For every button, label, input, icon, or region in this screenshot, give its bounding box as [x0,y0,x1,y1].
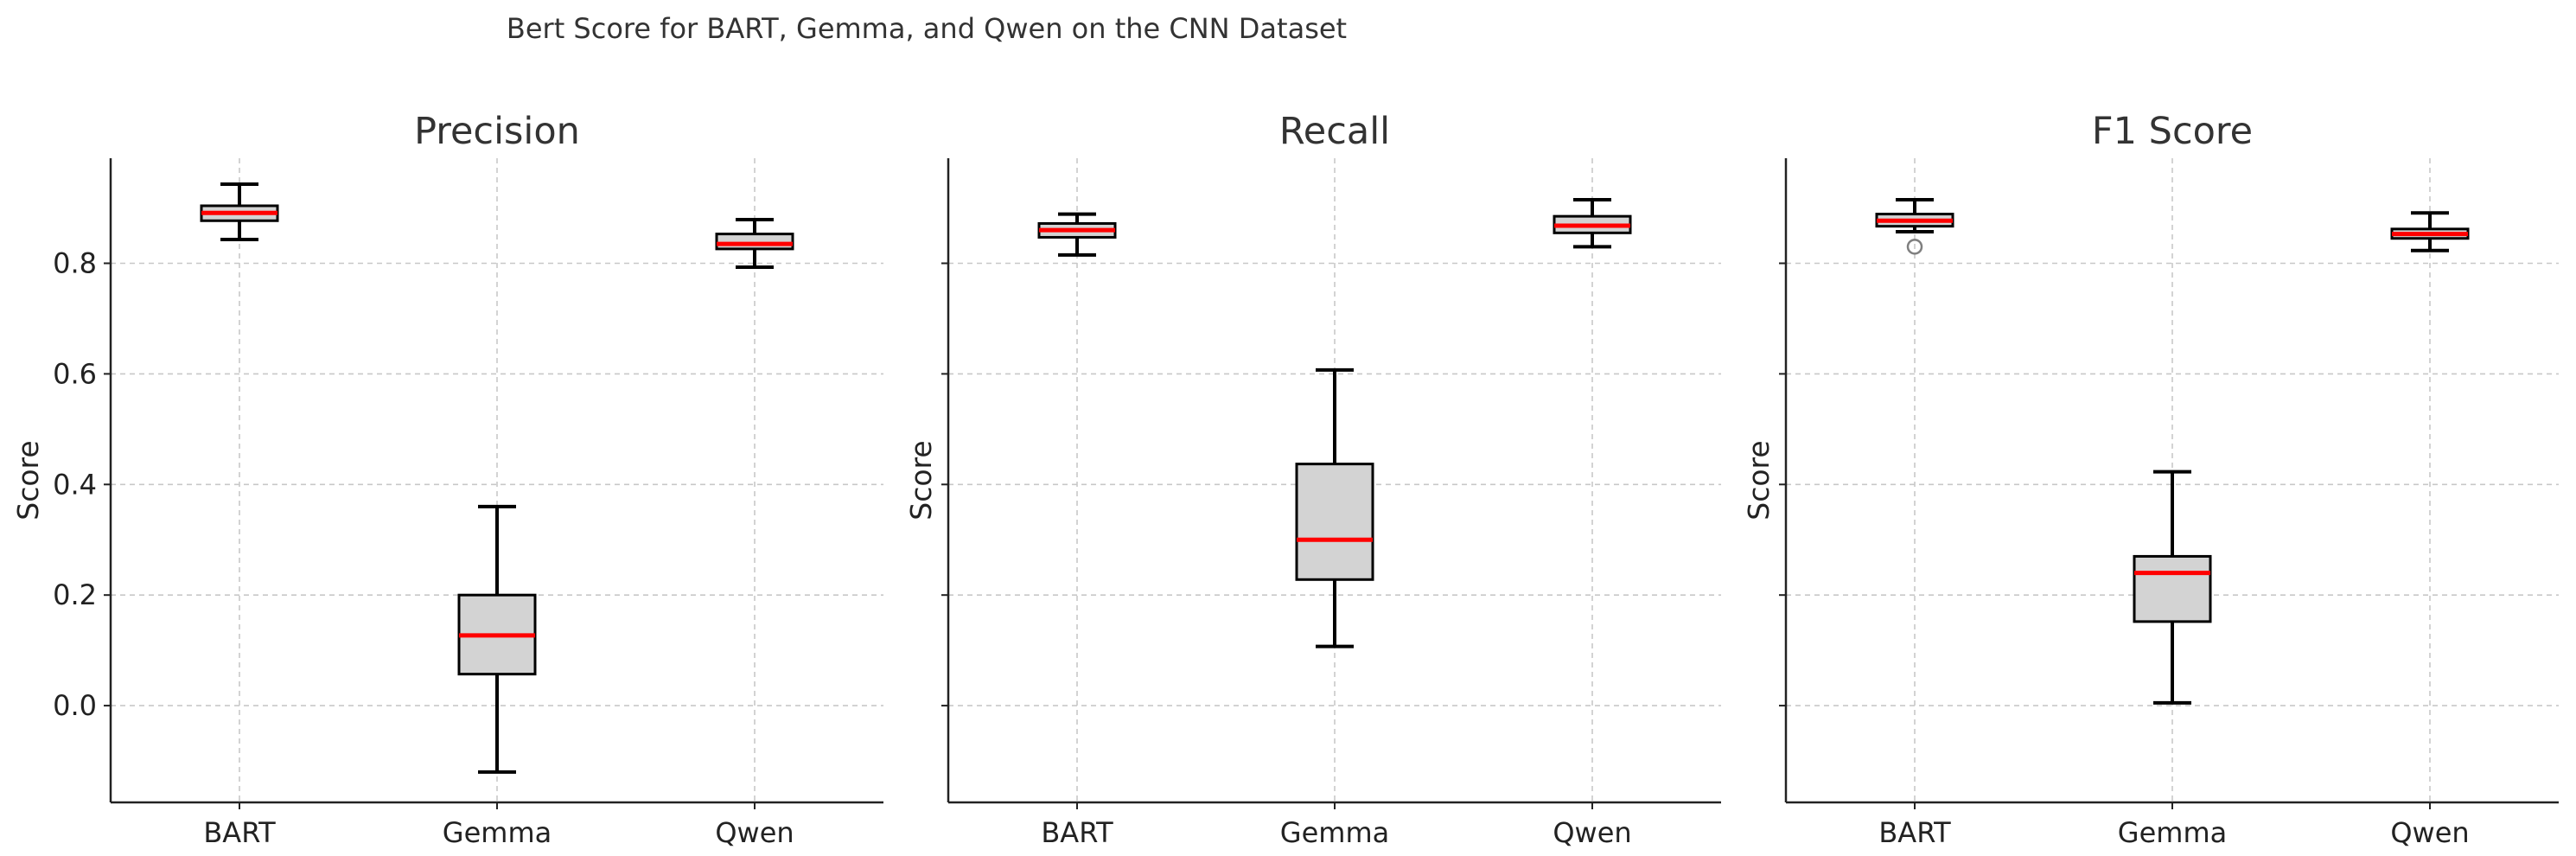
x-tick-label-gemma: Gemma [443,816,552,849]
y-tick-label: 0.0 [53,689,97,722]
panel-title: F1 Score [2092,110,2253,153]
y-tick-label: 0.2 [53,578,97,611]
x-tick-label-bart: BART [1041,816,1113,849]
y-axis-label: Score [904,440,938,520]
y-axis-label: Score [11,440,45,520]
x-tick-label-qwen: Qwen [2390,816,2469,849]
iqr-box [2133,554,2212,623]
box-gemma [1295,367,1374,648]
x-tick-label-bart: BART [1878,816,1951,849]
panel-precision: 0.0 0.2 0.4 0.6 0.8 BART Gemma Qwen Precision Sco… [11,110,883,849]
iqr-box [715,233,794,251]
panel-f1-score: BART Gemma Qwen F1 Score Score [1742,110,2559,849]
box-gemma [457,504,537,774]
y-axis-label: Score [1742,440,1776,520]
box-bart [1875,197,1954,255]
panel-title: Precision [414,110,580,153]
y-tick-label: 0.8 [53,247,97,280]
box-qwen [1553,197,1632,249]
x-tick-label-bart: BART [203,816,276,849]
x-tick-label-gemma: Gemma [1280,816,1389,849]
box-qwen [715,217,794,269]
box-bart [200,182,279,242]
outlier-point [1906,239,1923,255]
figure-title: Bert Score for BART, Gemma, and Qwen on … [507,12,1347,45]
box-gemma [2133,470,2212,705]
box-qwen [2390,211,2470,252]
panel-recall: BART Gemma Qwen Recall Score [904,110,1721,849]
panel-title: Recall [1279,110,1390,153]
box-bart [1037,212,1117,257]
y-tick-label: 0.4 [53,468,97,501]
x-tick-label-qwen: Qwen [1553,816,1631,849]
x-tick-label-qwen: Qwen [715,816,794,849]
x-tick-label-gemma: Gemma [2118,816,2227,849]
y-tick-label: 0.6 [53,357,97,390]
iqr-box [1295,463,1374,581]
